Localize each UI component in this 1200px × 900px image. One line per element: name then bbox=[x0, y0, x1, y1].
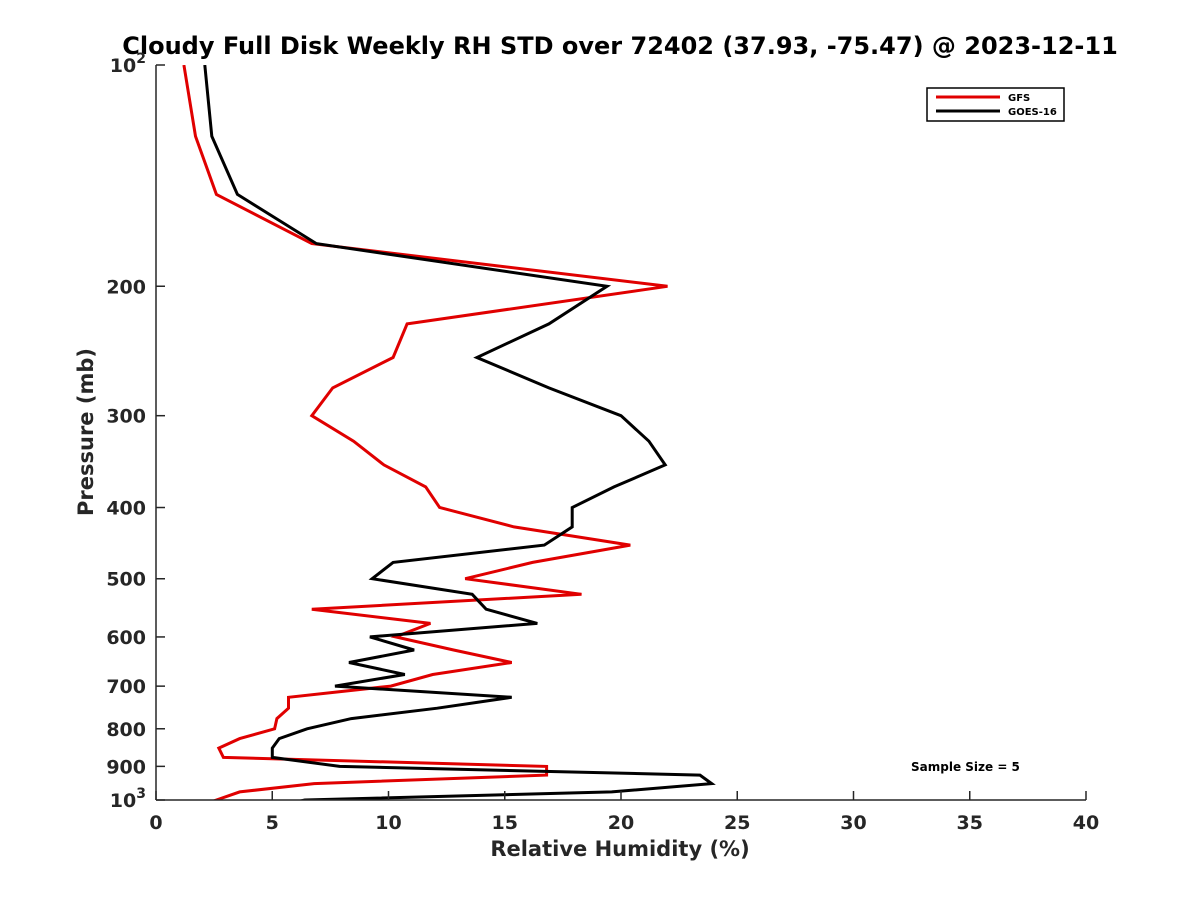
legend-label-goes16: GOES-16 bbox=[1008, 107, 1057, 118]
y-tick-label: 800 bbox=[106, 719, 146, 741]
x-ticks: 0 5 10 15 20 25 30 35 40 bbox=[149, 791, 1099, 834]
y-tick-label: 500 bbox=[106, 569, 146, 591]
legend-box bbox=[926, 87, 1065, 122]
x-tick-label: 35 bbox=[957, 812, 983, 834]
y-tick-label: 103 bbox=[110, 786, 146, 812]
y-tick-label: 300 bbox=[106, 406, 146, 428]
x-tick-label: 0 bbox=[149, 812, 162, 834]
legend-label-gfs: GFS bbox=[1008, 93, 1030, 104]
x-tick-label: 15 bbox=[492, 812, 518, 834]
chart-title: Cloudy Full Disk Weekly RH STD over 7240… bbox=[122, 32, 1118, 60]
x-tick-label: 10 bbox=[375, 812, 401, 834]
series-layer bbox=[182, 65, 716, 800]
plot-area: 0 5 10 15 20 25 30 35 40 102 200 300 400 500 600 700 80… bbox=[106, 51, 1099, 834]
y-tick-label: 102 bbox=[110, 51, 146, 77]
x-tick-label: 40 bbox=[1073, 812, 1099, 834]
x-tick-label: 25 bbox=[724, 812, 750, 834]
y-ticks: 102 200 300 400 500 600 700 800 900 103 bbox=[106, 51, 165, 812]
x-tick-label: 20 bbox=[608, 812, 634, 834]
legend: GFS GOES-16 bbox=[926, 87, 1065, 122]
y-axis-label: Pressure (mb) bbox=[74, 348, 98, 516]
y-tick-label: 600 bbox=[106, 627, 146, 649]
y-tick-label: 700 bbox=[106, 676, 146, 698]
y-tick-label: 900 bbox=[106, 756, 146, 778]
sample-size-annotation: Sample Size = 5 bbox=[911, 760, 1020, 774]
y-tick-label: 200 bbox=[106, 276, 146, 298]
series-line-goes16 bbox=[203, 65, 716, 800]
x-tick-label: 30 bbox=[840, 812, 866, 834]
y-tick-label: 400 bbox=[106, 498, 146, 520]
x-axis-label: Relative Humidity (%) bbox=[490, 837, 749, 861]
x-tick-label: 5 bbox=[266, 812, 279, 834]
